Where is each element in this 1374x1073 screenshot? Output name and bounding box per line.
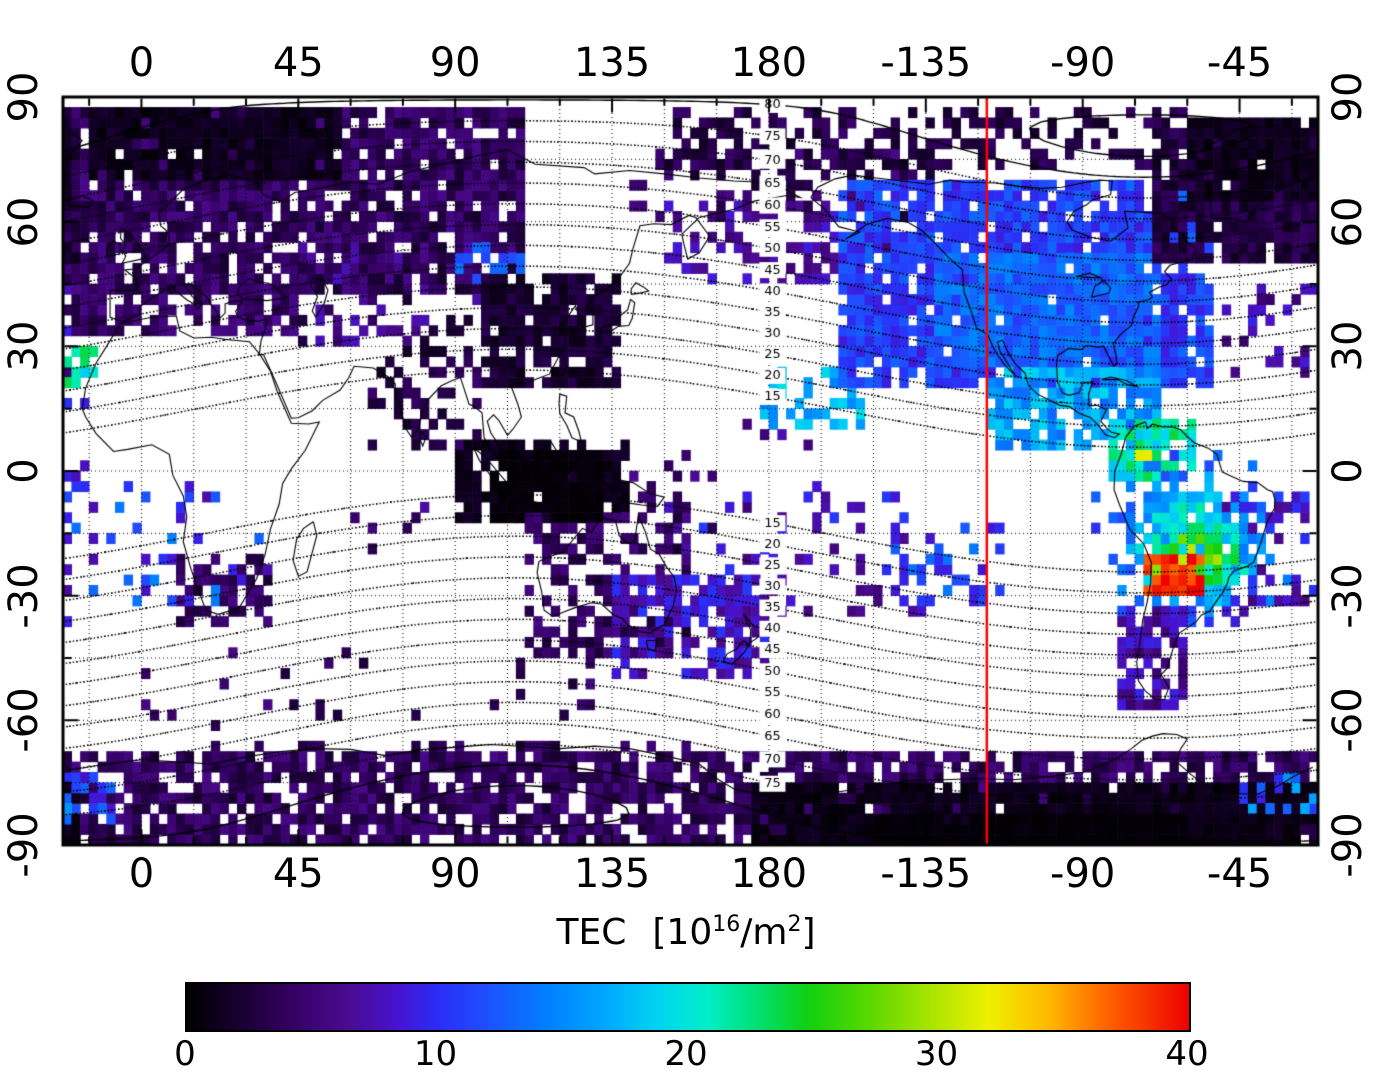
lat-tick-label-left: 90: [1, 71, 47, 123]
lon-tick-label-top: 180: [730, 40, 808, 86]
lon-tick-label-top: 45: [272, 40, 324, 86]
lat-tick-label-left: 0: [1, 458, 47, 484]
lat-tick-label-right: 0: [1325, 458, 1371, 484]
colorbar-title-exponent2: 2: [787, 912, 802, 937]
colorbar-title: TEC [1016/m2]: [557, 912, 816, 953]
colorbar-gradient: [185, 982, 1191, 1032]
lon-tick-label-bottom: -45: [1206, 851, 1273, 897]
lon-tick-label-bottom: 180: [730, 851, 808, 897]
lat-tick-label-left: -30: [1, 562, 47, 629]
colorbar-title-exponent: 16: [712, 912, 741, 937]
lat-tick-label-left: -60: [1, 687, 47, 753]
lat-tick-label-right: 60: [1325, 196, 1371, 248]
colorbar-title-close: ]: [801, 912, 816, 953]
colorbar-tick-label: 40: [1165, 1034, 1209, 1073]
lat-tick-label-left: 30: [1, 320, 47, 372]
lon-tick-label-top: -45: [1206, 40, 1273, 86]
lat-tick-label-right: -60: [1325, 687, 1371, 753]
lon-tick-label-bottom: 90: [429, 851, 481, 897]
lat-tick-label-right: -30: [1325, 562, 1371, 629]
colorbar-title-open: [10: [652, 912, 713, 953]
lon-tick-label-bottom: 45: [272, 851, 324, 897]
lon-tick-label-top: -135: [880, 40, 972, 86]
lon-tick-label-bottom: -90: [1050, 851, 1116, 897]
colorbar-title-prefix: TEC: [556, 912, 627, 953]
colorbar-tick-label: 30: [914, 1034, 959, 1073]
lon-tick-label-bottom: -135: [880, 851, 972, 897]
lat-tick-label-right: 30: [1325, 320, 1371, 372]
colorbar-tick-label: 0: [174, 1034, 196, 1073]
lon-tick-label-top: 135: [573, 40, 651, 86]
lon-tick-label-top: 0: [128, 40, 155, 86]
lon-tick-label-top: 90: [429, 40, 481, 86]
lon-tick-label-bottom: 135: [573, 851, 651, 897]
lat-tick-label-left: -90: [1, 812, 47, 878]
lat-tick-label-right: -90: [1325, 812, 1371, 878]
colorbar-tick-label: 20: [664, 1034, 708, 1073]
lon-tick-label-top: -90: [1050, 40, 1116, 86]
lat-tick-label-left: 60: [1, 196, 47, 248]
lat-tick-label-right: 90: [1325, 71, 1371, 123]
colorbar-tick-label: 10: [413, 1034, 458, 1073]
lon-tick-label-bottom: 0: [128, 851, 155, 897]
colorbar-title-mid: /m: [740, 912, 788, 953]
